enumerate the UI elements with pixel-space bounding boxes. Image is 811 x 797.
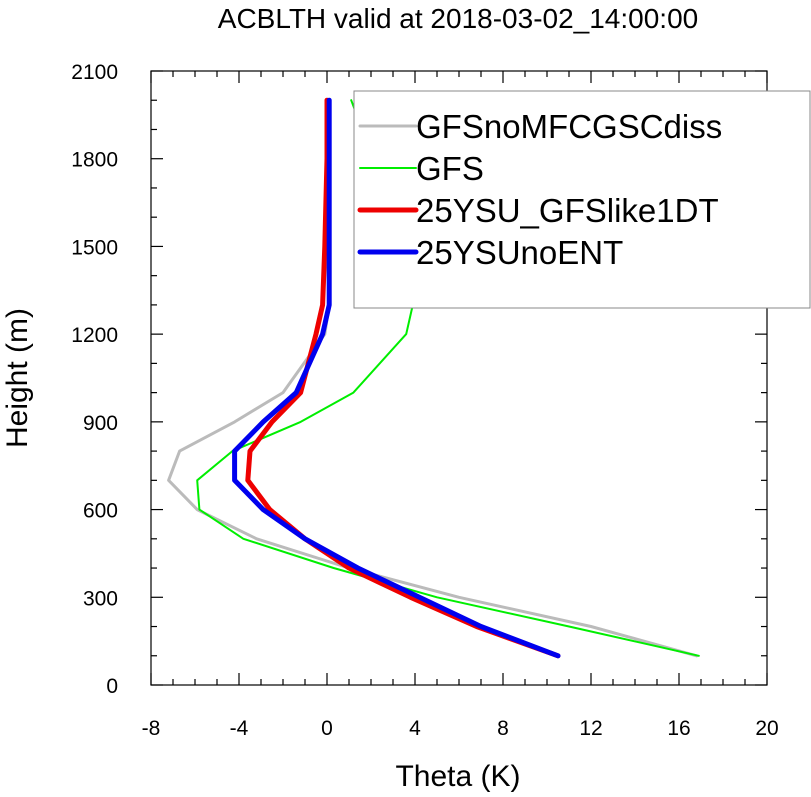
y-tick-label: 900 <box>83 412 118 435</box>
x-tick-label: 8 <box>497 717 509 740</box>
legend-box <box>353 90 811 309</box>
y-tick-label: 300 <box>83 587 118 610</box>
legend-label: GFSnoMFCGSCdiss <box>416 108 722 145</box>
legend-label: 25YSUnoENT <box>416 234 623 271</box>
legend-label: GFS <box>416 150 484 187</box>
y-tick-label: 1800 <box>71 149 118 172</box>
x-axis-label: Theta (K) <box>395 760 520 793</box>
legend-label: 25YSU_GFSlike1DT <box>416 192 719 229</box>
x-tick-label: 4 <box>409 717 421 740</box>
x-tick-label: -4 <box>230 717 249 740</box>
chart-title: ACBLTH valid at 2018-03-02_14:00:00 <box>218 3 698 34</box>
y-tick-label: 1200 <box>71 324 118 347</box>
x-tick-label: 0 <box>321 717 333 740</box>
legend: GFSnoMFCGSCdiss GFS 25YSU_GFSlike1DT 25YSUn… <box>353 90 811 309</box>
series-line-4 <box>232 97 561 659</box>
y-tick-label: 0 <box>106 675 118 698</box>
x-tick-label: 12 <box>579 717 602 740</box>
x-tick-label: 16 <box>667 717 690 740</box>
x-tick-label: 20 <box>755 717 778 740</box>
y-tick-label: 600 <box>83 500 118 523</box>
x-axis: -8 -4 0 4 8 12 16 20 <box>142 71 779 740</box>
series-line-3 <box>245 97 561 659</box>
y-tick-label: 2100 <box>71 61 118 84</box>
y-tick-label: 1500 <box>71 236 118 259</box>
y-axis-label: Height (m) <box>1 308 34 448</box>
y-axis: 0 300 600 900 1200 1500 1800 2100 <box>71 61 767 698</box>
x-tick-label: -8 <box>142 717 161 740</box>
series-layer <box>167 97 700 659</box>
